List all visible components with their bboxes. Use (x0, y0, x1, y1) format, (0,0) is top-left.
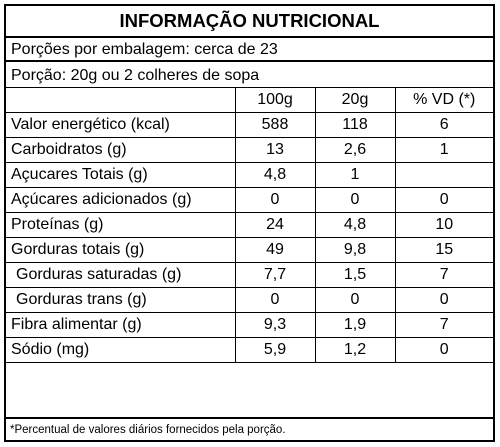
value-vd: 0 (394, 187, 493, 213)
value-100g: 7,7 (234, 262, 316, 288)
value-20g: 118 (314, 112, 396, 138)
table-row: Gorduras totais (g) 49 9,8 15 (6, 237, 493, 263)
nutrient-name: Sódio (mg) (6, 337, 236, 363)
value-20g: 2,6 (314, 137, 396, 163)
value-20g: 9,8 (314, 237, 396, 263)
value-vd: 0 (394, 287, 493, 313)
serving-size: Porção: 20g ou 2 colheres de sopa (11, 67, 260, 84)
table-row: Fibra alimentar (g) 9,3 1,9 7 (6, 312, 493, 338)
value-vd: 1 (394, 137, 493, 163)
nutrient-name: Fibra alimentar (g) (6, 312, 236, 338)
value-20g: 0 (314, 287, 396, 313)
nutrient-name: Proteínas (g) (6, 212, 236, 238)
value-20g: 4,8 (314, 212, 396, 238)
label-title: INFORMAÇÃO NUTRICIONAL (6, 6, 493, 38)
nutrient-name: Gorduras trans (g) (6, 287, 236, 313)
value-100g: 49 (234, 237, 316, 263)
value-20g: 0 (314, 187, 396, 213)
table-row: Proteínas (g) 24 4,8 10 (6, 212, 493, 238)
table-row: Gorduras trans (g) 0 0 0 (6, 287, 493, 313)
column-header-100g: 100g (234, 87, 316, 113)
value-100g: 0 (234, 187, 316, 213)
value-vd: 7 (394, 312, 493, 338)
value-vd: 0 (394, 337, 493, 363)
value-100g: 13 (234, 137, 316, 163)
value-vd: 15 (394, 237, 493, 263)
nutrition-table: 100g 20g % VD (*) Valor energético (kcal… (6, 87, 493, 363)
value-100g: 5,9 (234, 337, 316, 363)
nutrient-name: Gorduras totais (g) (6, 237, 236, 263)
table-row: Carboidratos (g) 13 2,6 1 (6, 137, 493, 163)
table-row: Valor energético (kcal) 588 118 6 (6, 112, 493, 138)
table-row: Sódio (mg) 5,9 1,2 0 (6, 337, 493, 363)
value-vd: 10 (394, 212, 493, 238)
table-row: Gorduras saturadas (g) 7,7 1,5 7 (6, 262, 493, 288)
value-20g: 1,5 (314, 262, 396, 288)
column-header-nutrient (6, 87, 236, 113)
table-row: Açucares Totais (g) 4,8 1 (6, 162, 493, 188)
nutrient-name: Açúcares adicionados (g) (6, 187, 236, 213)
value-20g: 1,2 (314, 337, 396, 363)
value-20g: 1,9 (314, 312, 396, 338)
value-vd (394, 162, 493, 188)
column-header-vd: % VD (*) (394, 87, 493, 113)
value-100g: 9,3 (234, 312, 316, 338)
nutrition-facts-label: INFORMAÇÃO NUTRICIONAL Porções por embal… (4, 4, 495, 442)
footnote: *Percentual de valores diários fornecido… (6, 417, 493, 440)
nutrient-name: Açucares Totais (g) (6, 162, 236, 188)
nutrient-name: Gorduras saturadas (g) (6, 262, 236, 288)
nutrient-name: Carboidratos (g) (6, 137, 236, 163)
column-header-20g: 20g (314, 87, 396, 113)
value-100g: 0 (234, 287, 316, 313)
servings-per-package: Porções por embalagem: cerca de 23 (6, 38, 493, 62)
value-100g: 24 (234, 212, 316, 238)
table-row: Açúcares adicionados (g) 0 0 0 (6, 187, 493, 213)
value-vd: 6 (394, 112, 493, 138)
table-header-row: 100g 20g % VD (*) (6, 87, 493, 113)
nutrient-name: Valor energético (kcal) (6, 112, 236, 138)
value-100g: 4,8 (234, 162, 316, 188)
value-100g: 588 (234, 112, 316, 138)
value-vd: 7 (394, 262, 493, 288)
value-20g: 1 (314, 162, 396, 188)
